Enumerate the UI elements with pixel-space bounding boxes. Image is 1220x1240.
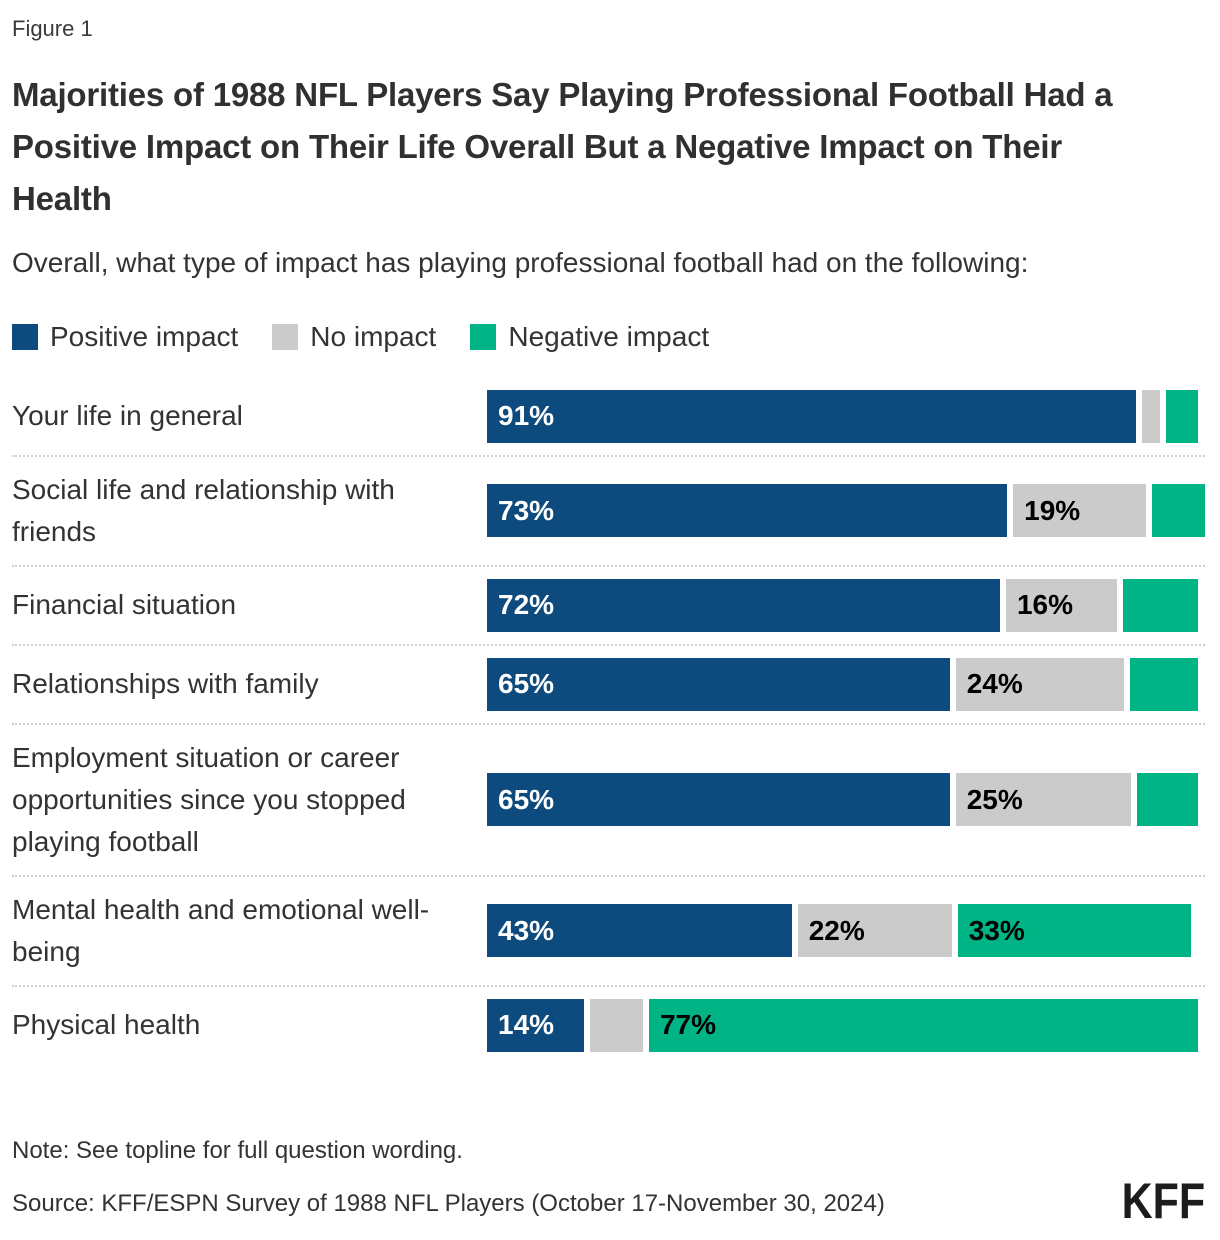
note-text: Note: See topline for full question word… bbox=[12, 1137, 463, 1164]
chart-row-relationships-with-family: Relationships with family 65% 24% bbox=[12, 646, 1205, 725]
bar-segment-no-impact: 22% bbox=[797, 904, 952, 958]
negative-impact-swatch-icon bbox=[470, 323, 497, 350]
bar-value-label: 91% bbox=[498, 400, 555, 432]
bar-segment-positive-impact: 72% bbox=[487, 578, 1000, 632]
legend-label: Negative impact bbox=[508, 320, 710, 352]
bar-segment-positive-impact: 65% bbox=[487, 773, 950, 827]
chart-row-mental-health-and-emotional-well-being: Mental health and emotional well-being 43… bbox=[12, 877, 1205, 987]
category-label: Social life and relationship with friend… bbox=[12, 473, 395, 547]
bar-track: 65% 25% bbox=[487, 773, 1205, 827]
bar-segment-no-impact bbox=[589, 998, 643, 1052]
legend-label: No impact bbox=[310, 320, 437, 352]
bar-segment-negative-impact bbox=[1165, 389, 1198, 443]
bar-segment-positive-impact: 14% bbox=[487, 998, 584, 1052]
bar-value-label: 65% bbox=[498, 668, 555, 700]
chart-subtitle: Overall, what type of impact has playing… bbox=[12, 246, 1029, 278]
bar-segment-negative-impact bbox=[1130, 657, 1198, 711]
bar-segment-negative-impact bbox=[1122, 578, 1198, 632]
bar-value-label: 73% bbox=[498, 494, 555, 526]
bar-value-label: 24% bbox=[966, 668, 1023, 700]
category-label: Physical health bbox=[12, 1009, 201, 1041]
bar-segment-positive-impact: 73% bbox=[487, 484, 1008, 538]
chart-row-physical-health: Physical health 14% 77% bbox=[12, 987, 1205, 1064]
category-label: Financial situation bbox=[12, 589, 237, 621]
chart-row-employment-situation-or-career-opportunities-since-you-stopped-playing-football: Employment situation or career opportuni… bbox=[12, 725, 1205, 877]
positive-impact-swatch-icon bbox=[12, 323, 38, 350]
legend-item-positive-impact: Positive impact bbox=[12, 321, 238, 353]
chart-row-your-life-in-general: Your life in general 91% bbox=[12, 378, 1205, 457]
legend-label: Positive impact bbox=[50, 320, 239, 352]
bar-segment-negative-impact: 77% bbox=[648, 998, 1198, 1052]
bar-value-label: 14% bbox=[498, 1009, 555, 1041]
bar-segment-negative-impact bbox=[1151, 484, 1205, 538]
bar-segment-no-impact: 25% bbox=[955, 773, 1132, 827]
bar-value-label: 19% bbox=[1024, 494, 1081, 526]
bar-segment-positive-impact: 65% bbox=[487, 657, 950, 711]
bar-segment-negative-impact: 33% bbox=[957, 904, 1191, 958]
bar-segment-no-impact: 19% bbox=[1013, 484, 1146, 538]
bar-value-label: 77% bbox=[659, 1009, 716, 1041]
kff-logo: KFF bbox=[1121, 1173, 1205, 1229]
legend-item-no-impact: No impact bbox=[272, 321, 436, 353]
stacked-bar-chart: Your life in general 91% Social life and r… bbox=[12, 378, 1205, 1064]
legend-item-negative-impact: Negative impact bbox=[470, 321, 709, 353]
bar-value-label: 25% bbox=[966, 783, 1023, 815]
bar-segment-no-impact: 16% bbox=[1005, 578, 1117, 632]
category-label: Mental health and emotional well-being bbox=[12, 893, 430, 967]
legend: Positive impact No impact Negative impact bbox=[12, 321, 1205, 353]
chart-title: Majorities of 1988 NFL Players Say Playi… bbox=[12, 76, 1113, 217]
bar-track: 91% bbox=[487, 389, 1205, 443]
category-label: Employment situation or career opportuni… bbox=[12, 741, 406, 857]
no-impact-swatch-icon bbox=[272, 323, 299, 350]
bar-segment-positive-impact: 91% bbox=[487, 389, 1137, 443]
chart-footer: Note: See topline for full question word… bbox=[12, 1137, 1205, 1229]
bar-value-label: 72% bbox=[498, 589, 555, 621]
bar-track: 65% 24% bbox=[487, 657, 1205, 711]
source-row: Source: KFF/ESPN Survey of 1988 NFL Play… bbox=[12, 1173, 1205, 1229]
bar-track: 72% 16% bbox=[487, 578, 1205, 632]
figure-label: Figure 1 bbox=[12, 16, 93, 41]
bar-segment-no-impact bbox=[1142, 389, 1160, 443]
bar-value-label: 16% bbox=[1016, 589, 1073, 621]
bar-segment-positive-impact: 43% bbox=[487, 904, 792, 958]
bar-track: 14% 77% bbox=[487, 998, 1205, 1052]
bar-value-label: 43% bbox=[498, 914, 555, 946]
bar-value-label: 22% bbox=[808, 914, 865, 946]
bar-segment-negative-impact bbox=[1137, 773, 1198, 827]
bar-track: 73% 19% bbox=[487, 484, 1205, 538]
bar-value-label: 33% bbox=[968, 914, 1025, 946]
bar-value-label: 65% bbox=[498, 783, 555, 815]
bar-track: 43% 22% 33% bbox=[487, 904, 1205, 958]
chart-row-social-life-and-relationship-with-friends: Social life and relationship with friend… bbox=[12, 457, 1205, 567]
chart-row-financial-situation: Financial situation 72% 16% bbox=[12, 567, 1205, 646]
bar-segment-no-impact: 24% bbox=[955, 657, 1124, 711]
source-text: Source: KFF/ESPN Survey of 1988 NFL Play… bbox=[12, 1190, 885, 1217]
category-label: Your life in general bbox=[12, 400, 243, 432]
category-label: Relationships with family bbox=[12, 668, 319, 700]
